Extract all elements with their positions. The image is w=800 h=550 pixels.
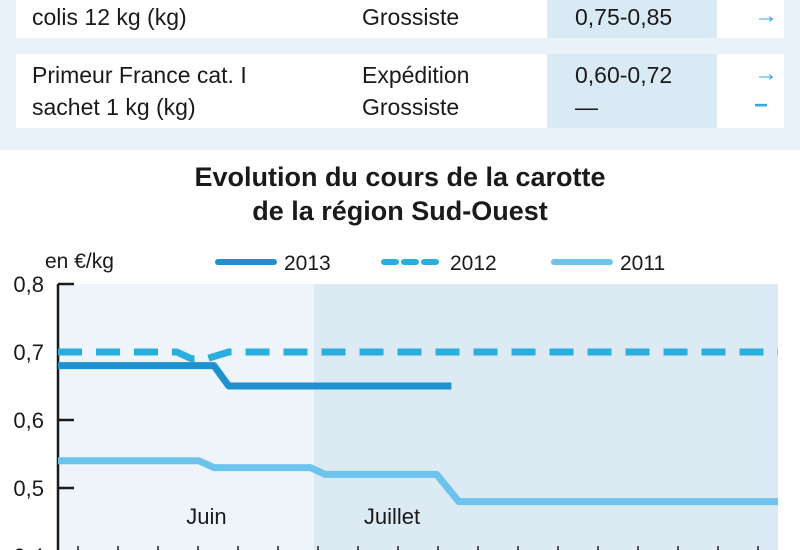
y-tick-label: 0,6 xyxy=(13,408,44,433)
y-tick-label: 0,5 xyxy=(13,476,44,501)
price-column-shade xyxy=(547,54,717,128)
table-cell-product: colis 12 kg (kg) xyxy=(32,4,187,30)
table-cell-product: Primeur France cat. I xyxy=(32,62,247,88)
month-label: Juillet xyxy=(364,504,420,529)
legend-label-2012: 2012 xyxy=(450,252,497,275)
chart-title-line-2: de la région Sud-Ouest xyxy=(252,196,548,226)
chart-title: Evolution du cours de la carotte de la r… xyxy=(0,160,800,228)
y-tick-label: 0,7 xyxy=(13,340,44,365)
chart-title-line-1: Evolution du cours de la carotte xyxy=(194,162,606,192)
series-line-2012 xyxy=(58,348,778,363)
table-cell-price: 0,75-0,85 xyxy=(575,4,673,30)
table-cell-price: — xyxy=(575,94,598,120)
trend-arrow-icon: − xyxy=(754,92,769,119)
table-row: colis 12 kg (kg) Grossiste 0,75-0,85 → xyxy=(16,0,784,38)
month-label: Juin xyxy=(186,504,226,529)
price-table-panel: colis 12 kg (kg) Grossiste 0,75-0,85 → Prime… xyxy=(0,0,800,150)
legend-label-2011: 2011 xyxy=(620,252,665,275)
series-line-2011 xyxy=(58,457,778,506)
y-tick-label: 0,8 xyxy=(13,272,44,297)
trend-arrow-icon: → xyxy=(754,60,778,87)
table-cell-stage: Expédition xyxy=(362,62,470,88)
table-cell-stage: Grossiste xyxy=(362,94,460,120)
trend-arrow-icon: → xyxy=(754,2,778,29)
july-background xyxy=(314,284,778,550)
price-column-shade xyxy=(547,0,717,38)
legend-label-2013: 2013 xyxy=(284,252,331,275)
table-cell-stage: Grossiste xyxy=(362,4,460,30)
table-row: Primeur France cat. I sachet 1 kg (kg) Exp… xyxy=(16,54,784,128)
table-cell-product: sachet 1 kg (kg) xyxy=(32,94,196,120)
y-tick-label: 0,4 xyxy=(13,544,44,550)
table-cell-price: 0,60-0,72 xyxy=(575,62,673,88)
series-line-2013 xyxy=(58,362,452,390)
y-axis-label: en €/kg xyxy=(45,250,114,273)
